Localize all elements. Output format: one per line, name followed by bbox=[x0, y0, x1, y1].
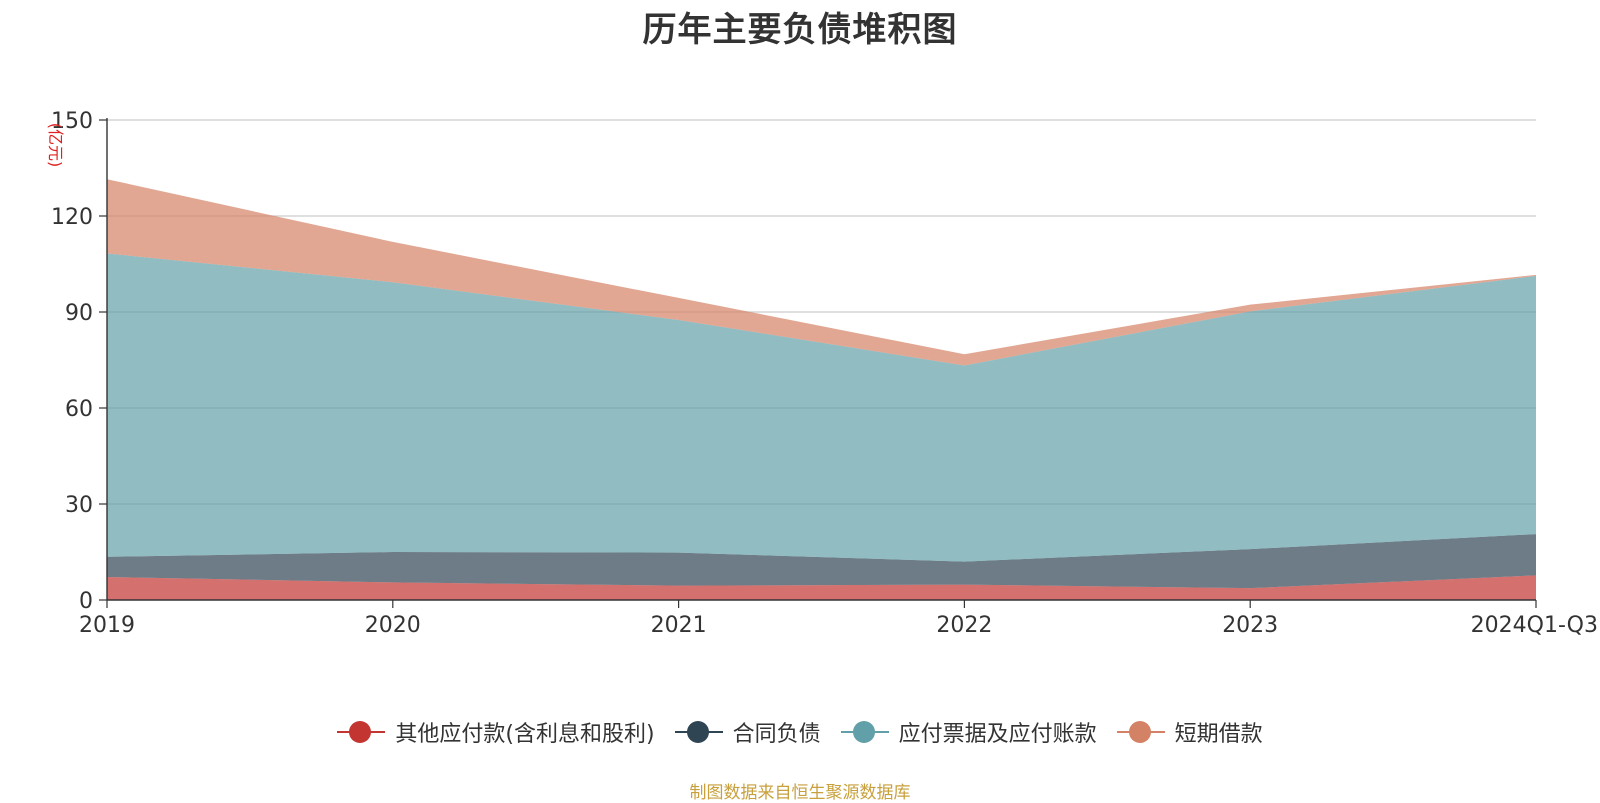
legend-item-4[interactable]: 短期借款 bbox=[1116, 716, 1263, 748]
area-series-2 bbox=[107, 534, 1536, 589]
y-tick-label: 120 bbox=[51, 205, 93, 230]
x-tick-label: 2021 bbox=[651, 613, 707, 638]
y-tick-label: 60 bbox=[65, 397, 93, 422]
area-series-1 bbox=[107, 575, 1536, 600]
legend-marker-icon bbox=[1116, 720, 1165, 744]
chart-legend: 其他应付款(含利息和股利) 合同负债 应付票据及应付账款 短期借款 bbox=[0, 716, 1600, 748]
legend-marker-icon bbox=[337, 720, 386, 744]
x-tick-label: 2022 bbox=[936, 613, 992, 638]
y-tick-label: 30 bbox=[65, 493, 93, 518]
legend-label: 应付票据及应付账款 bbox=[898, 722, 1097, 747]
area-series-4 bbox=[107, 179, 1536, 366]
legend-label: 短期借款 bbox=[1174, 722, 1263, 747]
legend-marker-icon bbox=[840, 720, 889, 744]
y-tick-label: 150 bbox=[51, 109, 93, 134]
legend-item-1[interactable]: 其他应付款(含利息和股利) bbox=[337, 716, 655, 748]
legend-item-3[interactable]: 应付票据及应付账款 bbox=[840, 716, 1097, 748]
legend-label: 其他应付款(含利息和股利) bbox=[395, 722, 655, 747]
legend-label: 合同负债 bbox=[732, 722, 821, 747]
axes: 0 30 60 90 120 150 2019 2020 2021 2022 2023 2024Q1-… bbox=[51, 109, 1598, 638]
data-source-footer: 制图数据来自恒生聚源数据库 bbox=[689, 783, 911, 803]
x-tick-label: 2020 bbox=[365, 613, 421, 638]
x-tick-label: 2023 bbox=[1222, 613, 1278, 638]
chart-title: 历年主要负债堆积图 bbox=[642, 10, 958, 50]
x-tick-label: 2019 bbox=[79, 613, 135, 638]
y-tick-label: 90 bbox=[65, 301, 93, 326]
x-tick-label: 2024Q1-Q3 bbox=[1471, 613, 1598, 638]
y-axis-unit-label: (亿元) bbox=[46, 123, 65, 168]
legend-item-2[interactable]: 合同负债 bbox=[674, 716, 821, 748]
area-series-3 bbox=[107, 253, 1536, 562]
legend-marker-icon bbox=[674, 720, 723, 744]
area-series-group bbox=[107, 179, 1536, 600]
y-tick-label: 0 bbox=[79, 589, 93, 614]
